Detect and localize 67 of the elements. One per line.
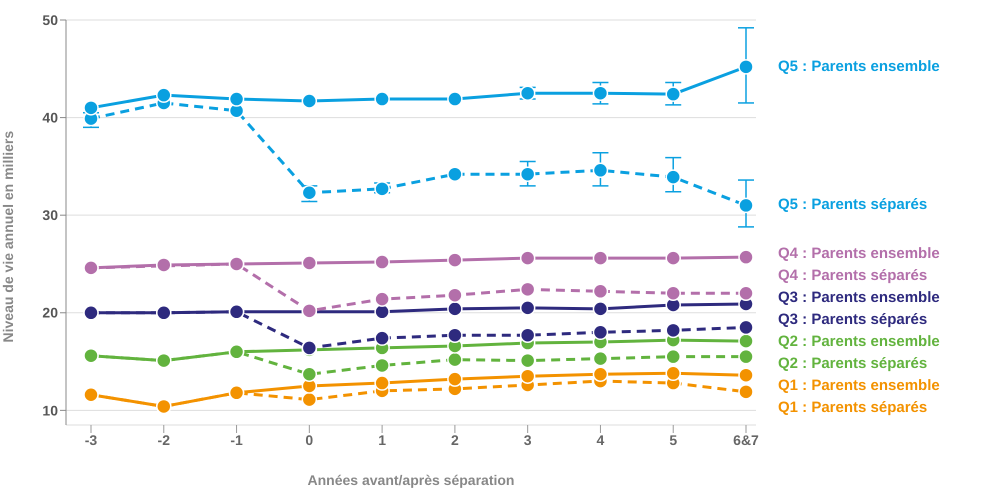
x-tick-label: 4 bbox=[596, 432, 605, 448]
point bbox=[738, 198, 754, 214]
point bbox=[665, 169, 681, 185]
point bbox=[374, 181, 390, 197]
point bbox=[738, 59, 754, 75]
point bbox=[665, 286, 681, 302]
point bbox=[302, 366, 318, 382]
x-tick-label: 0 bbox=[305, 432, 314, 448]
point bbox=[447, 252, 463, 268]
point bbox=[665, 250, 681, 266]
x-tick-label: 6&7 bbox=[733, 432, 760, 448]
series-label: Q4 : Parents séparés bbox=[778, 266, 928, 286]
point bbox=[228, 91, 244, 107]
point bbox=[592, 366, 608, 382]
point bbox=[520, 250, 536, 266]
y-tick-label: 30 bbox=[42, 207, 58, 224]
y-tick-label: 50 bbox=[42, 12, 58, 28]
x-axis-title: Années avant/après séparation bbox=[308, 472, 514, 488]
x-tick-label: 2 bbox=[450, 432, 459, 448]
point bbox=[447, 166, 463, 182]
x-tick-label: 5 bbox=[669, 432, 678, 448]
x-tick-label: 3 bbox=[524, 432, 532, 448]
y-tick-label: 10 bbox=[42, 402, 58, 418]
point bbox=[302, 93, 318, 109]
series-label: Q5 : Parents ensemble bbox=[778, 56, 940, 77]
point bbox=[447, 371, 463, 387]
point bbox=[374, 254, 390, 270]
point bbox=[302, 392, 318, 408]
point bbox=[592, 162, 608, 178]
point bbox=[738, 286, 754, 302]
point bbox=[520, 368, 536, 384]
point bbox=[156, 87, 172, 103]
y-axis-title: Niveau de vie annuel en milliers bbox=[0, 130, 16, 342]
point bbox=[665, 86, 681, 102]
x-tick-label: -3 bbox=[84, 432, 98, 448]
point bbox=[374, 91, 390, 107]
point bbox=[374, 358, 390, 374]
y-tick-label: 40 bbox=[42, 110, 58, 126]
x-tick-label: -1 bbox=[230, 432, 243, 448]
point bbox=[738, 249, 754, 265]
point bbox=[738, 367, 754, 383]
point bbox=[447, 91, 463, 107]
point bbox=[83, 100, 99, 116]
point bbox=[447, 287, 463, 303]
series-label: Q3 : Parents ensemble bbox=[778, 288, 940, 308]
point bbox=[592, 284, 608, 300]
point bbox=[665, 366, 681, 382]
y-tick-label: 20 bbox=[42, 304, 58, 321]
point bbox=[374, 375, 390, 391]
series-label: Q1 : Parents ensemble bbox=[778, 376, 940, 396]
point bbox=[592, 250, 608, 266]
point bbox=[302, 255, 318, 271]
point bbox=[374, 291, 390, 307]
series-label: Q2 : Parents séparés bbox=[778, 354, 928, 374]
x-tick-label: 1 bbox=[378, 432, 386, 448]
point bbox=[520, 166, 536, 182]
series-label: Q4 : Parents ensemble bbox=[778, 244, 940, 264]
series-label: Q1 : Parents séparés bbox=[778, 398, 928, 418]
point bbox=[738, 384, 754, 400]
series-label: Q3 : Parents séparés bbox=[778, 310, 928, 330]
series-label: Q5 : Parents séparés bbox=[778, 195, 928, 216]
point bbox=[592, 85, 608, 101]
point bbox=[520, 352, 536, 368]
point bbox=[520, 282, 536, 298]
x-tick-label: -2 bbox=[158, 432, 170, 448]
point bbox=[447, 352, 463, 368]
series-label: Q2 : Parents ensemble bbox=[778, 332, 940, 352]
